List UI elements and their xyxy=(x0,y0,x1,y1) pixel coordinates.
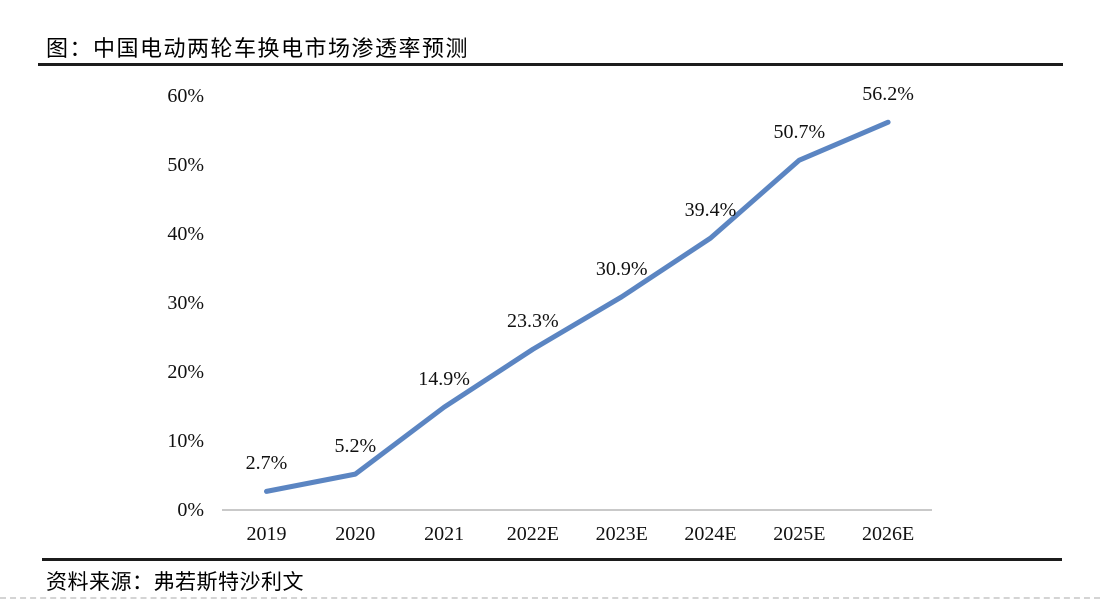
x-axis-tick-label: 2021 xyxy=(424,523,465,545)
data-point-label: 50.7% xyxy=(773,121,826,144)
x-axis-tick-label: 2026E xyxy=(861,523,915,545)
x-axis-tick-label: 2022E xyxy=(506,523,559,545)
data-point-label: 23.3% xyxy=(507,310,559,333)
data-point-label: 14.9% xyxy=(418,368,470,391)
data-point-label: 2.7% xyxy=(245,452,288,475)
y-axis-tick-label: 40% xyxy=(167,223,204,245)
title-underline xyxy=(38,63,1063,66)
y-axis-tick-label: 60% xyxy=(167,85,204,107)
y-axis-tick-label: 20% xyxy=(167,361,204,383)
x-axis-tick-label: 2020 xyxy=(335,523,376,545)
page-title: 图：中国电动两轮车换电市场渗透率预测 xyxy=(46,36,470,61)
y-axis-tick-label: 10% xyxy=(167,430,204,452)
data-point-label: 39.4% xyxy=(684,199,737,222)
bottom-dotted-edge xyxy=(0,597,1100,599)
penetration-line-series xyxy=(264,119,891,494)
y-axis-tick-label: 0% xyxy=(177,499,204,521)
x-axis-line xyxy=(222,509,932,511)
x-axis-tick-label: 2025E xyxy=(773,523,826,545)
source-text: 资料来源：弗若斯特沙利文 xyxy=(46,570,304,594)
data-point-label: 30.9% xyxy=(595,257,648,280)
y-axis-tick-label: 30% xyxy=(167,292,204,314)
x-axis-tick-label: 2024E xyxy=(684,523,737,545)
data-point-label: 5.2% xyxy=(334,435,377,458)
x-axis-tick-label: 2023E xyxy=(595,523,648,545)
x-axis-tick-label: 2019 xyxy=(246,523,287,545)
data-point-label: 56.2% xyxy=(862,83,914,106)
source-separator xyxy=(42,558,1062,561)
y-axis-tick-label: 50% xyxy=(167,154,204,176)
